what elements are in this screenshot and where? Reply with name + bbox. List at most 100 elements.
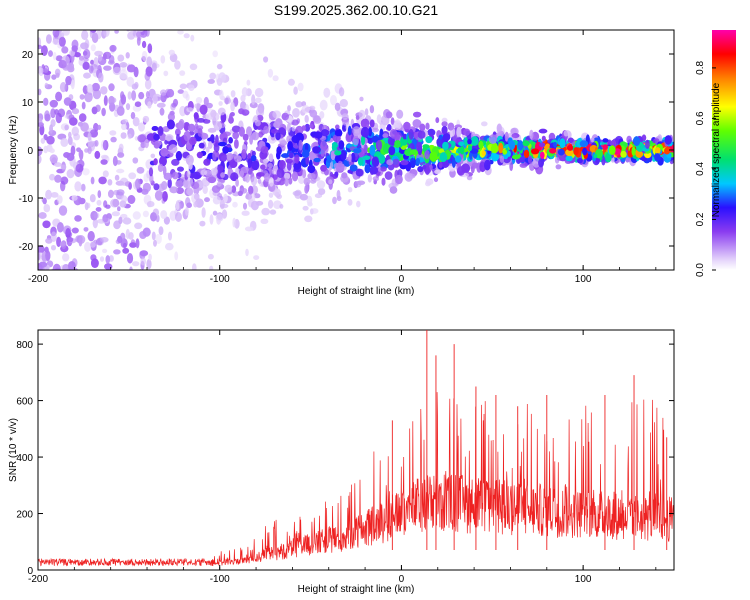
spectrogram-cell — [66, 237, 74, 243]
spectrogram-cell — [64, 270, 68, 279]
spectrogram-cell — [470, 136, 479, 146]
spectrogram-cell — [386, 124, 392, 131]
spectrogram-cell — [132, 261, 140, 267]
spectrogram-cell — [349, 164, 358, 172]
spectrogram-cell — [147, 201, 152, 208]
spectrogram-cell — [107, 179, 113, 186]
spectrogram-cell — [51, 74, 57, 80]
chart-title: S199.2025.362.00.10.G21 — [274, 2, 438, 18]
spectrogram-cell — [467, 138, 472, 145]
spectrogram-cell — [306, 195, 313, 205]
spectrogram-cell — [163, 70, 169, 77]
y-tick-label: -20 — [19, 242, 34, 253]
spectrogram-cell — [320, 164, 327, 172]
spectrogram-cell — [334, 102, 341, 111]
spectrogram-cell — [144, 138, 149, 149]
spectrogram-cell — [210, 134, 215, 144]
spectrogram-cell — [210, 168, 218, 176]
spectrogram-cell — [390, 117, 395, 125]
spectrogram-cell — [275, 132, 281, 141]
spectrogram-cell — [52, 263, 61, 270]
spectrogram-cell — [39, 124, 45, 136]
spectrogram-cell — [129, 266, 133, 270]
spectrogram-cell — [582, 147, 588, 156]
spectrogram-cell — [394, 139, 401, 148]
spectrogram-cell — [194, 103, 202, 109]
spectrogram-cell — [220, 172, 226, 178]
spectrogram-cell — [590, 137, 595, 143]
spectrogram-cell — [204, 197, 210, 203]
spectrogram-cell — [136, 31, 141, 38]
spectrogram-cell — [458, 141, 465, 147]
spectrogram-cell — [456, 126, 462, 138]
spectrogram-cell — [165, 242, 174, 251]
spectrogram-x-axis-label: Height of straight line (km) — [298, 286, 415, 297]
spectrogram-cell — [49, 99, 58, 108]
spectrogram-cell — [336, 189, 341, 199]
spectrogram-cell — [268, 153, 274, 162]
spectrogram-cell — [257, 178, 262, 184]
spectrogram-cell — [264, 172, 271, 182]
spectrogram-cell — [230, 90, 236, 98]
spectrogram-cell — [210, 109, 217, 118]
spectrogram-cell — [386, 159, 394, 166]
spectrogram-cell — [232, 131, 240, 140]
spectrogram-cell — [55, 91, 63, 102]
spectrogram-cell — [120, 238, 128, 249]
spectrogram-cells — [38, 23, 674, 279]
spectrogram-cell — [283, 172, 291, 180]
x-tick-label: -200 — [28, 274, 48, 285]
spectrogram-cell — [291, 126, 296, 132]
spectrogram-cell — [67, 136, 73, 146]
spectrogram-cell — [527, 155, 533, 164]
spectrogram-cell — [249, 135, 254, 145]
spectrogram-cell — [608, 145, 616, 155]
spectrogram-cell — [59, 32, 65, 39]
spectrogram-cell — [287, 105, 291, 112]
spectrogram-cell — [51, 23, 57, 29]
spectrogram-cell — [250, 200, 259, 211]
spectrogram-cell — [288, 152, 294, 159]
spectrogram-cell — [308, 105, 316, 111]
colorbar-tick-label: 0.2 — [695, 212, 706, 226]
spectrogram-cell — [148, 167, 154, 177]
spectrogram-cell — [304, 215, 313, 223]
spectrogram-cell — [232, 201, 238, 208]
spectrogram-cell — [251, 94, 256, 105]
spectrogram-cell — [138, 91, 145, 100]
spectrogram-cell — [140, 257, 146, 266]
spectrogram-cell — [334, 150, 342, 156]
spectrogram-cell — [189, 63, 198, 71]
spectrogram-cell — [518, 156, 527, 163]
spectrogram-cell — [260, 164, 266, 170]
spectrogram-cell — [241, 149, 247, 160]
spectrogram-cell — [38, 122, 44, 128]
spectrogram-cell — [66, 169, 75, 179]
spectrogram-cell — [378, 154, 386, 164]
spectrogram-cell — [81, 183, 86, 192]
spectrogram-cell — [169, 110, 175, 116]
spectrogram-cell — [42, 197, 47, 205]
spectrogram-cell — [79, 55, 84, 61]
spectrogram-cell — [52, 30, 60, 38]
spectrogram-cell — [135, 238, 140, 249]
spectrogram-cell — [112, 198, 120, 208]
spectrogram-cell — [44, 113, 51, 122]
spectrogram-cell — [52, 52, 57, 61]
spectrogram-cell — [120, 94, 126, 105]
spectrogram-cell — [242, 133, 249, 141]
spectrogram-cell — [245, 248, 249, 257]
spectrogram-cell — [332, 196, 337, 205]
spectrogram-cell — [511, 133, 520, 139]
spectrogram-cell — [141, 188, 149, 195]
spectrogram-cell — [43, 145, 48, 154]
spectrogram-cell — [38, 245, 45, 254]
spectrogram-cell — [164, 134, 174, 142]
spectrogram-cell — [307, 165, 316, 174]
spectrogram-cell — [441, 121, 448, 127]
spectrogram-cell — [122, 217, 132, 225]
spectrogram-cell — [292, 190, 301, 196]
spectrogram-cell — [175, 151, 182, 161]
